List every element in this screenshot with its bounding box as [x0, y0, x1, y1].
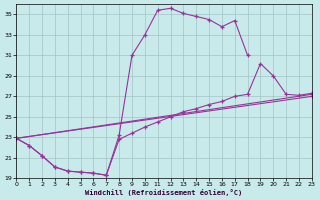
X-axis label: Windchill (Refroidissement éolien,°C): Windchill (Refroidissement éolien,°C) — [85, 189, 243, 196]
